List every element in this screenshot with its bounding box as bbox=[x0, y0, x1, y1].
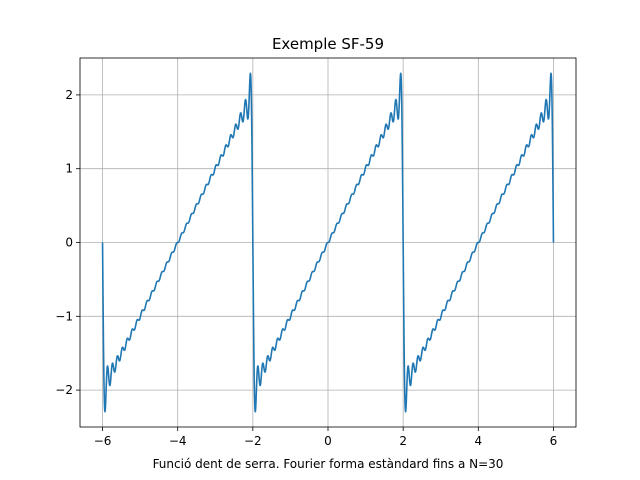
series-line-0 bbox=[101, 72, 555, 413]
series-layer bbox=[101, 72, 555, 413]
x-tick-label: 4 bbox=[474, 434, 482, 448]
y-tick-label: −2 bbox=[55, 383, 73, 397]
x-tick-label: −4 bbox=[169, 434, 187, 448]
x-tick-label: 6 bbox=[550, 434, 558, 448]
ticks: −6 −4 −2 0 2 4 6 −2 −1 0 1 2 bbox=[55, 88, 557, 448]
y-tick-label: 1 bbox=[65, 162, 73, 176]
y-tick-label: 0 bbox=[65, 236, 73, 250]
chart-title: Exemple SF-59 bbox=[272, 35, 384, 53]
x-tick-label: −2 bbox=[244, 434, 262, 448]
y-tick-label: −1 bbox=[55, 309, 73, 323]
x-tick-label: −6 bbox=[94, 434, 112, 448]
x-axis-label: Funció dent de serra. Fourier forma està… bbox=[153, 457, 504, 471]
x-tick-label: 2 bbox=[399, 434, 407, 448]
y-tick-label: 2 bbox=[65, 88, 73, 102]
x-tick-label: 0 bbox=[324, 434, 332, 448]
